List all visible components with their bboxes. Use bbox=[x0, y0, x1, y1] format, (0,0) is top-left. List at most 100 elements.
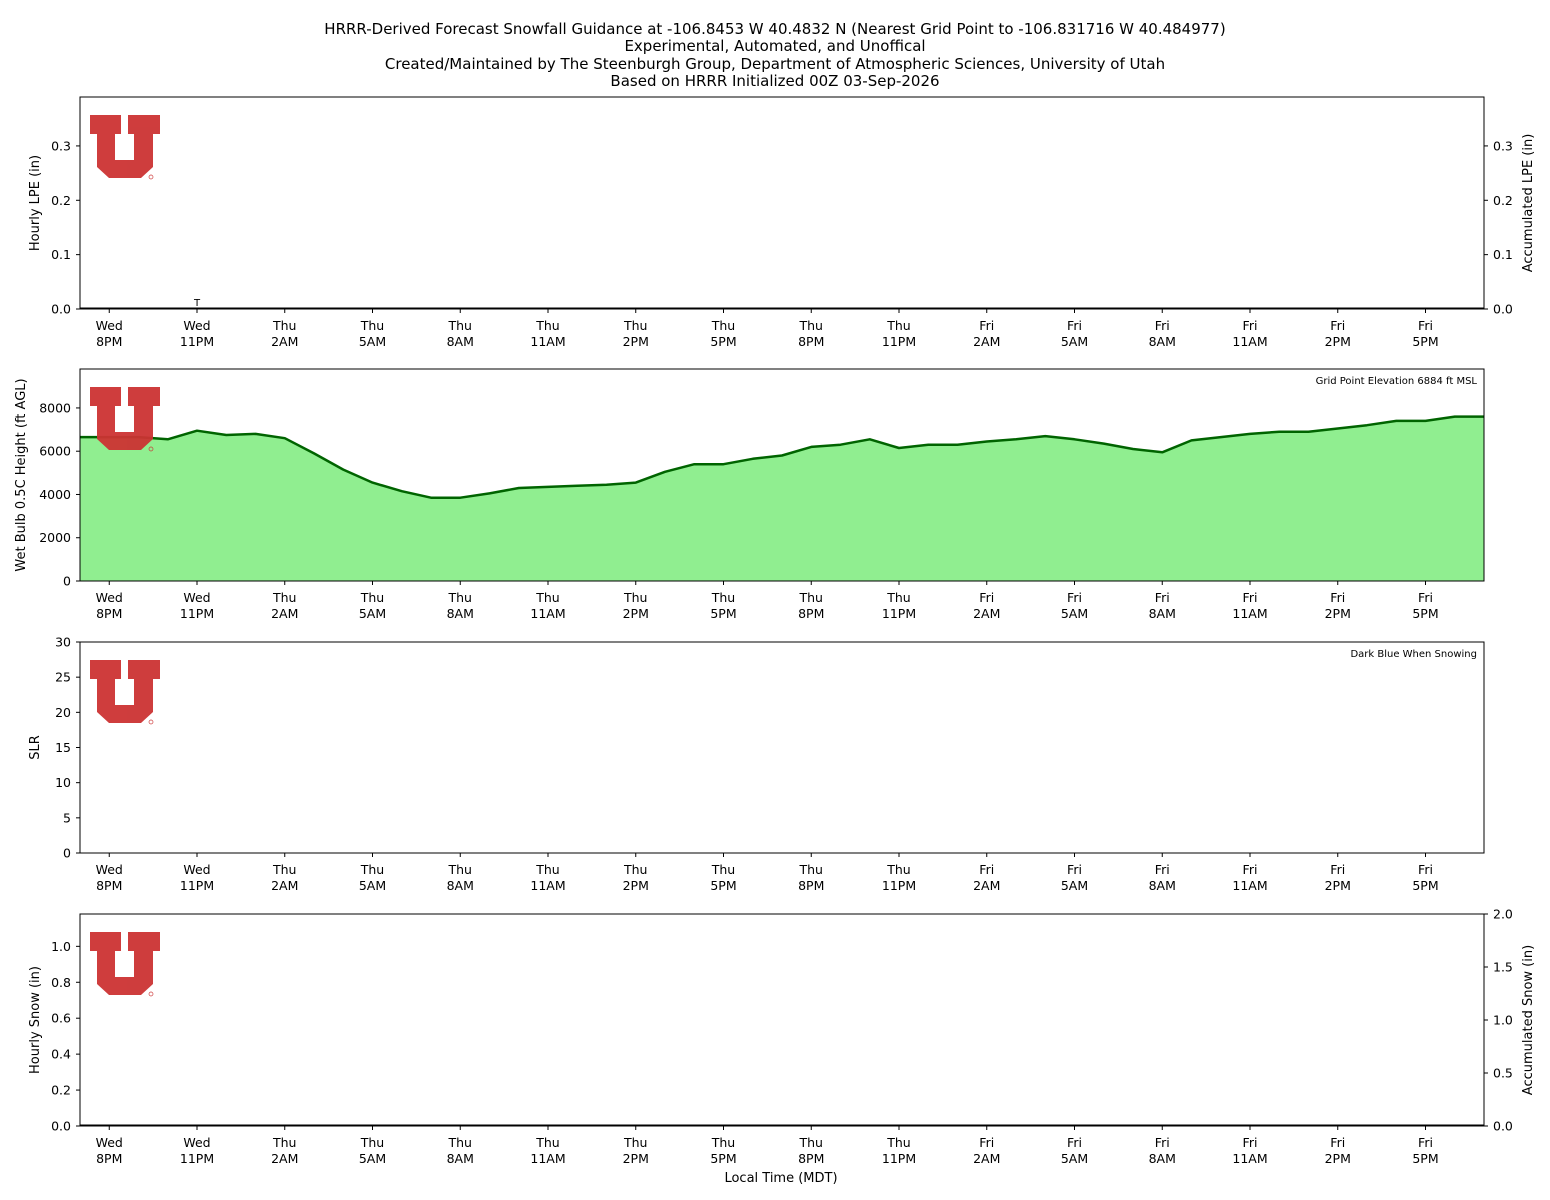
x-tick-time-label: 2AM bbox=[271, 334, 298, 349]
university-of-utah-logo-shape bbox=[90, 660, 160, 723]
y-tick-label: 0.3 bbox=[51, 138, 71, 153]
x-tick-day-label: Thu bbox=[360, 590, 384, 605]
x-tick-day-label: Thu bbox=[535, 590, 559, 605]
x-tick-time-label: 11AM bbox=[530, 1151, 565, 1166]
x-tick-time-label: 5AM bbox=[359, 606, 386, 621]
x-tick-time-label: 11PM bbox=[882, 1151, 916, 1166]
chart-title-block: HRRR-Derived Forecast Snowfall Guidance … bbox=[0, 20, 1550, 90]
x-tick-time-label: 2AM bbox=[973, 606, 1000, 621]
x-tick-time-label: 2PM bbox=[1325, 334, 1351, 349]
registered-mark-icon bbox=[148, 174, 154, 180]
x-tick-time-label: 8AM bbox=[447, 1151, 474, 1166]
x-tick-time-label: 11PM bbox=[882, 606, 916, 621]
right-y-tick-label: 0.1 bbox=[1493, 247, 1513, 262]
x-tick-time-label: 11AM bbox=[530, 606, 565, 621]
x-tick-time-label: 11PM bbox=[180, 606, 214, 621]
x-tick-day-label: Thu bbox=[886, 1135, 910, 1150]
x-tick-day-label: Fri bbox=[1330, 318, 1345, 333]
x-tick-time-label: 2PM bbox=[623, 1151, 649, 1166]
x-tick-day-label: Thu bbox=[272, 1135, 296, 1150]
x-tick-time-label: 11AM bbox=[1232, 878, 1267, 893]
x-tick-day-label: Fri bbox=[1330, 862, 1345, 877]
x-tick-time-label: 8PM bbox=[798, 878, 824, 893]
x-tick-day-label: Thu bbox=[448, 862, 472, 877]
x-tick-day-label: Thu bbox=[886, 590, 910, 605]
x-tick-day-label: Wed bbox=[183, 1135, 210, 1150]
x-tick-time-label: 11PM bbox=[882, 878, 916, 893]
x-tick-time-label: 11AM bbox=[1232, 334, 1267, 349]
y-tick-label: 0.2 bbox=[51, 193, 71, 208]
x-tick-day-label: Thu bbox=[886, 862, 910, 877]
y-tick-label: 15 bbox=[55, 740, 71, 755]
x-tick-day-label: Thu bbox=[360, 862, 384, 877]
y-tick-label: 6000 bbox=[39, 444, 71, 459]
x-tick-time-label: 5AM bbox=[359, 1151, 386, 1166]
university-of-utah-logo-shape bbox=[90, 115, 160, 178]
x-tick-day-label: Fri bbox=[1418, 590, 1433, 605]
plot-frame bbox=[79, 913, 1485, 1127]
chart-title-line-4: Based on HRRR Initialized 00Z 03-Sep-202… bbox=[610, 71, 940, 90]
x-tick-time-label: 11PM bbox=[180, 1151, 214, 1166]
x-tick-time-label: 2PM bbox=[623, 334, 649, 349]
x-tick-day-label: Thu bbox=[360, 1135, 384, 1150]
x-tick-day-label: Fri bbox=[979, 590, 994, 605]
x-tick-day-label: Thu bbox=[448, 1135, 472, 1150]
y-tick-label: 30 bbox=[55, 635, 71, 650]
x-tick-time-label: 11AM bbox=[530, 334, 565, 349]
y-axis-label: Hourly LPE (in) bbox=[28, 155, 43, 251]
x-tick-time-label: 8PM bbox=[96, 606, 122, 621]
x-tick-day-label: Fri bbox=[1330, 1135, 1345, 1150]
y-tick-label: 0.1 bbox=[51, 247, 71, 262]
right-y-tick-label: 0.0 bbox=[1493, 1119, 1513, 1134]
x-tick-day-label: Thu bbox=[799, 862, 823, 877]
y-tick-label: 0.6 bbox=[51, 1011, 71, 1026]
x-tick-day-label: Wed bbox=[96, 1135, 123, 1150]
x-tick-time-label: 8AM bbox=[447, 334, 474, 349]
x-tick-day-label: Thu bbox=[711, 1135, 735, 1150]
x-tick-day-label: Fri bbox=[1243, 1135, 1258, 1150]
x-tick-time-label: 2AM bbox=[973, 878, 1000, 893]
x-tick-day-label: Thu bbox=[535, 1135, 559, 1150]
x-tick-day-label: Thu bbox=[272, 590, 296, 605]
plot-frame bbox=[79, 368, 1485, 582]
panel-note: Grid Point Elevation 6884 ft MSL bbox=[1316, 376, 1478, 387]
x-tick-time-label: 2AM bbox=[271, 1151, 298, 1166]
x-tick-time-label: 2AM bbox=[973, 334, 1000, 349]
x-tick-time-label: 11PM bbox=[180, 878, 214, 893]
right-y-tick-label: 0.0 bbox=[1493, 302, 1513, 317]
y-axis-label: Hourly Snow (in) bbox=[28, 966, 43, 1074]
y-tick-label: 0.0 bbox=[51, 1119, 71, 1134]
x-tick-day-label: Fri bbox=[1155, 318, 1170, 333]
x-tick-time-label: 11PM bbox=[180, 334, 214, 349]
y-tick-label: 4000 bbox=[39, 487, 71, 502]
y-tick-label: 0.0 bbox=[51, 302, 71, 317]
x-tick-day-label: Thu bbox=[799, 590, 823, 605]
y-tick-label: 2000 bbox=[39, 530, 71, 545]
x-tick-day-label: Wed bbox=[96, 318, 123, 333]
x-tick-time-label: 8PM bbox=[798, 334, 824, 349]
y-tick-label: 10 bbox=[55, 775, 71, 790]
y-tick-label: 0 bbox=[63, 846, 71, 861]
x-tick-time-label: 11AM bbox=[1232, 1151, 1267, 1166]
x-tick-time-label: 5PM bbox=[1412, 334, 1438, 349]
right-y-tick-label: 0.3 bbox=[1493, 138, 1513, 153]
x-tick-time-label: 2AM bbox=[973, 1151, 1000, 1166]
x-tick-day-label: Fri bbox=[1155, 590, 1170, 605]
x-tick-day-label: Fri bbox=[1330, 590, 1345, 605]
x-tick-time-label: 11PM bbox=[882, 334, 916, 349]
x-tick-time-label: 11AM bbox=[1232, 606, 1267, 621]
x-tick-day-label: Fri bbox=[1418, 318, 1433, 333]
right-y-tick-label: 1.0 bbox=[1493, 1013, 1513, 1028]
x-tick-time-label: 5AM bbox=[1061, 606, 1088, 621]
wet-bulb-height-area bbox=[80, 416, 1484, 581]
x-tick-day-label: Fri bbox=[1067, 862, 1082, 877]
x-tick-time-label: 8PM bbox=[798, 1151, 824, 1166]
x-tick-time-label: 5AM bbox=[1061, 878, 1088, 893]
right-y-axis-label: Accumulated LPE (in) bbox=[1521, 134, 1536, 273]
x-tick-day-label: Fri bbox=[1243, 862, 1258, 877]
x-tick-day-label: Thu bbox=[623, 862, 647, 877]
x-tick-day-label: Fri bbox=[1067, 1135, 1082, 1150]
x-tick-day-label: Fri bbox=[1067, 590, 1082, 605]
y-axis-label: Wet Bulb 0.5C Height (ft AGL) bbox=[14, 378, 29, 571]
x-tick-time-label: 8PM bbox=[96, 878, 122, 893]
